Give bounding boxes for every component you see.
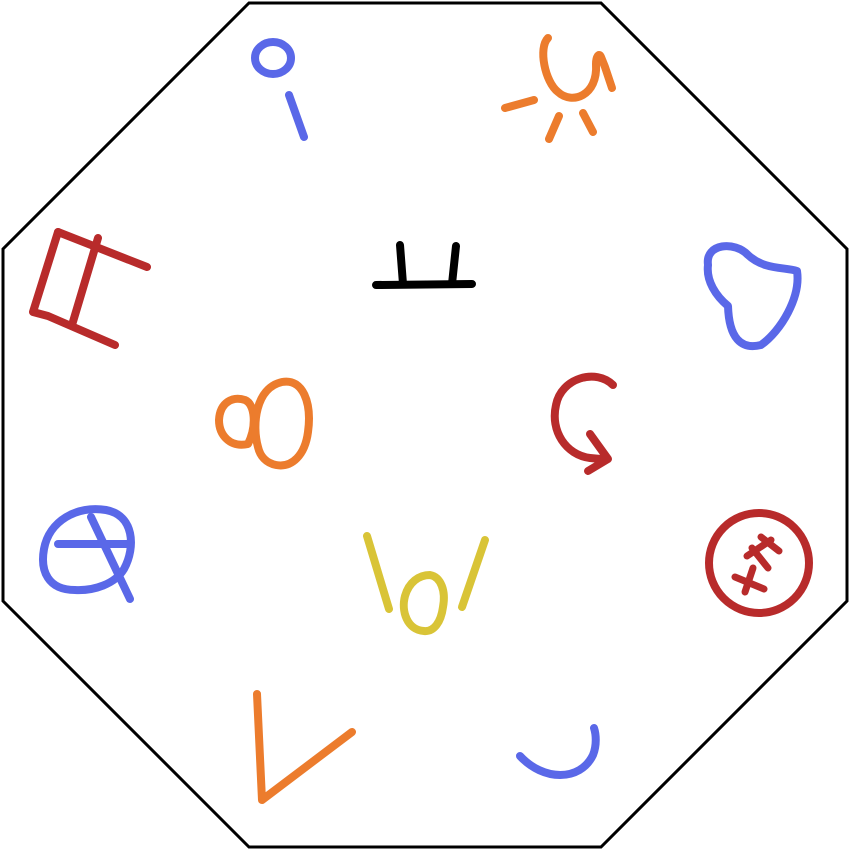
- mouth-left-line-mark: [363, 532, 393, 613]
- q-circle-symbol: [39, 505, 135, 603]
- mouth-right-line-mark: [458, 536, 489, 611]
- heart-symbol: [703, 242, 802, 351]
- ring-stick-symbol: [251, 38, 308, 141]
- circle-crosses-symbol: [705, 509, 813, 617]
- cross-line-four-mark: [741, 564, 757, 596]
- double-tick-left-mark: [396, 241, 407, 288]
- gate-outline-mark: [29, 228, 119, 349]
- stick-mark: [285, 91, 308, 141]
- gate-top-mark: [54, 228, 151, 271]
- gate-symbol: [29, 228, 151, 349]
- gate-post-mark: [68, 234, 102, 329]
- v-mark: [253, 690, 356, 804]
- cross-line-five-mark: [757, 533, 783, 555]
- sun-cup-mark: [539, 34, 616, 102]
- crossed-circle-outline-mark: [705, 509, 813, 617]
- sun-ray-left-mark: [501, 96, 538, 112]
- sun-ray-right-mark: [579, 109, 597, 136]
- q-circle-slash-mark: [87, 513, 134, 603]
- arc-mark: [516, 724, 600, 779]
- v-symbol: [253, 690, 356, 804]
- double-tick-base-mark: [372, 280, 476, 289]
- sun-symbol: [501, 34, 616, 143]
- hook-arrow-symbol: [550, 372, 617, 475]
- loops-symbol: [215, 377, 313, 470]
- large-loop-mark: [251, 377, 313, 470]
- heart-outline-mark: [703, 242, 802, 351]
- double-tick-right-mark: [448, 242, 460, 288]
- mouth-oval-mark: [399, 571, 448, 636]
- hook-arrow-head-mark: [584, 430, 612, 475]
- sun-ray-bottom-mark: [545, 112, 563, 143]
- small-ring-mark: [251, 38, 295, 78]
- double-tick-symbol: [372, 241, 476, 289]
- hook-arrow-mark: [550, 372, 617, 463]
- mouth-symbol: [363, 532, 489, 636]
- arc-symbol: [516, 724, 600, 779]
